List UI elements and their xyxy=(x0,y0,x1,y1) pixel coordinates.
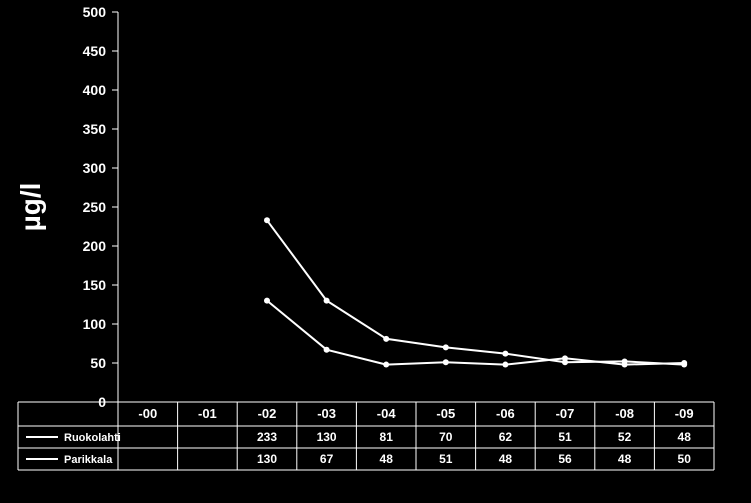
series-marker xyxy=(383,336,389,342)
table-cell: 52 xyxy=(618,430,632,444)
x-category-label: -03 xyxy=(317,406,336,421)
legend-series-label: Parikkala xyxy=(64,454,113,466)
chart-background xyxy=(0,0,751,503)
series-marker xyxy=(324,298,330,304)
table-cell: 67 xyxy=(320,452,334,466)
series-marker xyxy=(264,298,270,304)
series-marker xyxy=(681,360,687,366)
series-marker xyxy=(383,362,389,368)
table-cell: 62 xyxy=(499,430,513,444)
table-cell: 130 xyxy=(317,430,337,444)
chart-stage: 050100150200250300350400450500µg/l-00-01… xyxy=(0,0,751,503)
series-marker xyxy=(443,359,449,365)
table-cell: 48 xyxy=(678,430,692,444)
y-tick-label: 100 xyxy=(83,316,107,332)
series-marker xyxy=(562,355,568,361)
y-tick-label: 50 xyxy=(90,355,106,371)
table-cell: 48 xyxy=(380,452,394,466)
y-tick-label: 500 xyxy=(83,4,107,20)
legend-series-label: Ruokolahti xyxy=(64,432,121,444)
x-category-label: -09 xyxy=(675,406,694,421)
y-tick-label: 250 xyxy=(83,199,107,215)
table-cell: 130 xyxy=(257,452,277,466)
y-tick-label: 300 xyxy=(83,160,107,176)
y-tick-label: 450 xyxy=(83,43,107,59)
chart-svg: 050100150200250300350400450500µg/l-00-01… xyxy=(0,0,751,503)
y-tick-label: 150 xyxy=(83,277,107,293)
table-cell: 51 xyxy=(439,452,453,466)
x-category-label: -04 xyxy=(377,406,397,421)
x-category-label: -06 xyxy=(496,406,515,421)
series-marker xyxy=(264,217,270,223)
y-axis-title: µg/l xyxy=(15,183,46,232)
x-category-label: -02 xyxy=(258,406,277,421)
table-cell: 50 xyxy=(678,452,692,466)
y-tick-label: 200 xyxy=(83,238,107,254)
x-category-label: -07 xyxy=(556,406,575,421)
table-cell: 70 xyxy=(439,430,453,444)
x-category-label: -00 xyxy=(138,406,157,421)
table-cell: 48 xyxy=(618,452,632,466)
table-cell: 51 xyxy=(558,430,572,444)
y-tick-label: 400 xyxy=(83,82,107,98)
series-marker xyxy=(443,344,449,350)
x-category-label: -05 xyxy=(436,406,455,421)
y-tick-label: 350 xyxy=(83,121,107,137)
table-cell: 233 xyxy=(257,430,277,444)
series-marker xyxy=(502,351,508,357)
x-category-label: -08 xyxy=(615,406,634,421)
x-category-label: -01 xyxy=(198,406,217,421)
table-cell: 56 xyxy=(558,452,572,466)
series-marker xyxy=(502,362,508,368)
table-cell: 81 xyxy=(380,430,394,444)
series-marker xyxy=(622,362,628,368)
series-marker xyxy=(324,347,330,353)
table-cell: 48 xyxy=(499,452,513,466)
